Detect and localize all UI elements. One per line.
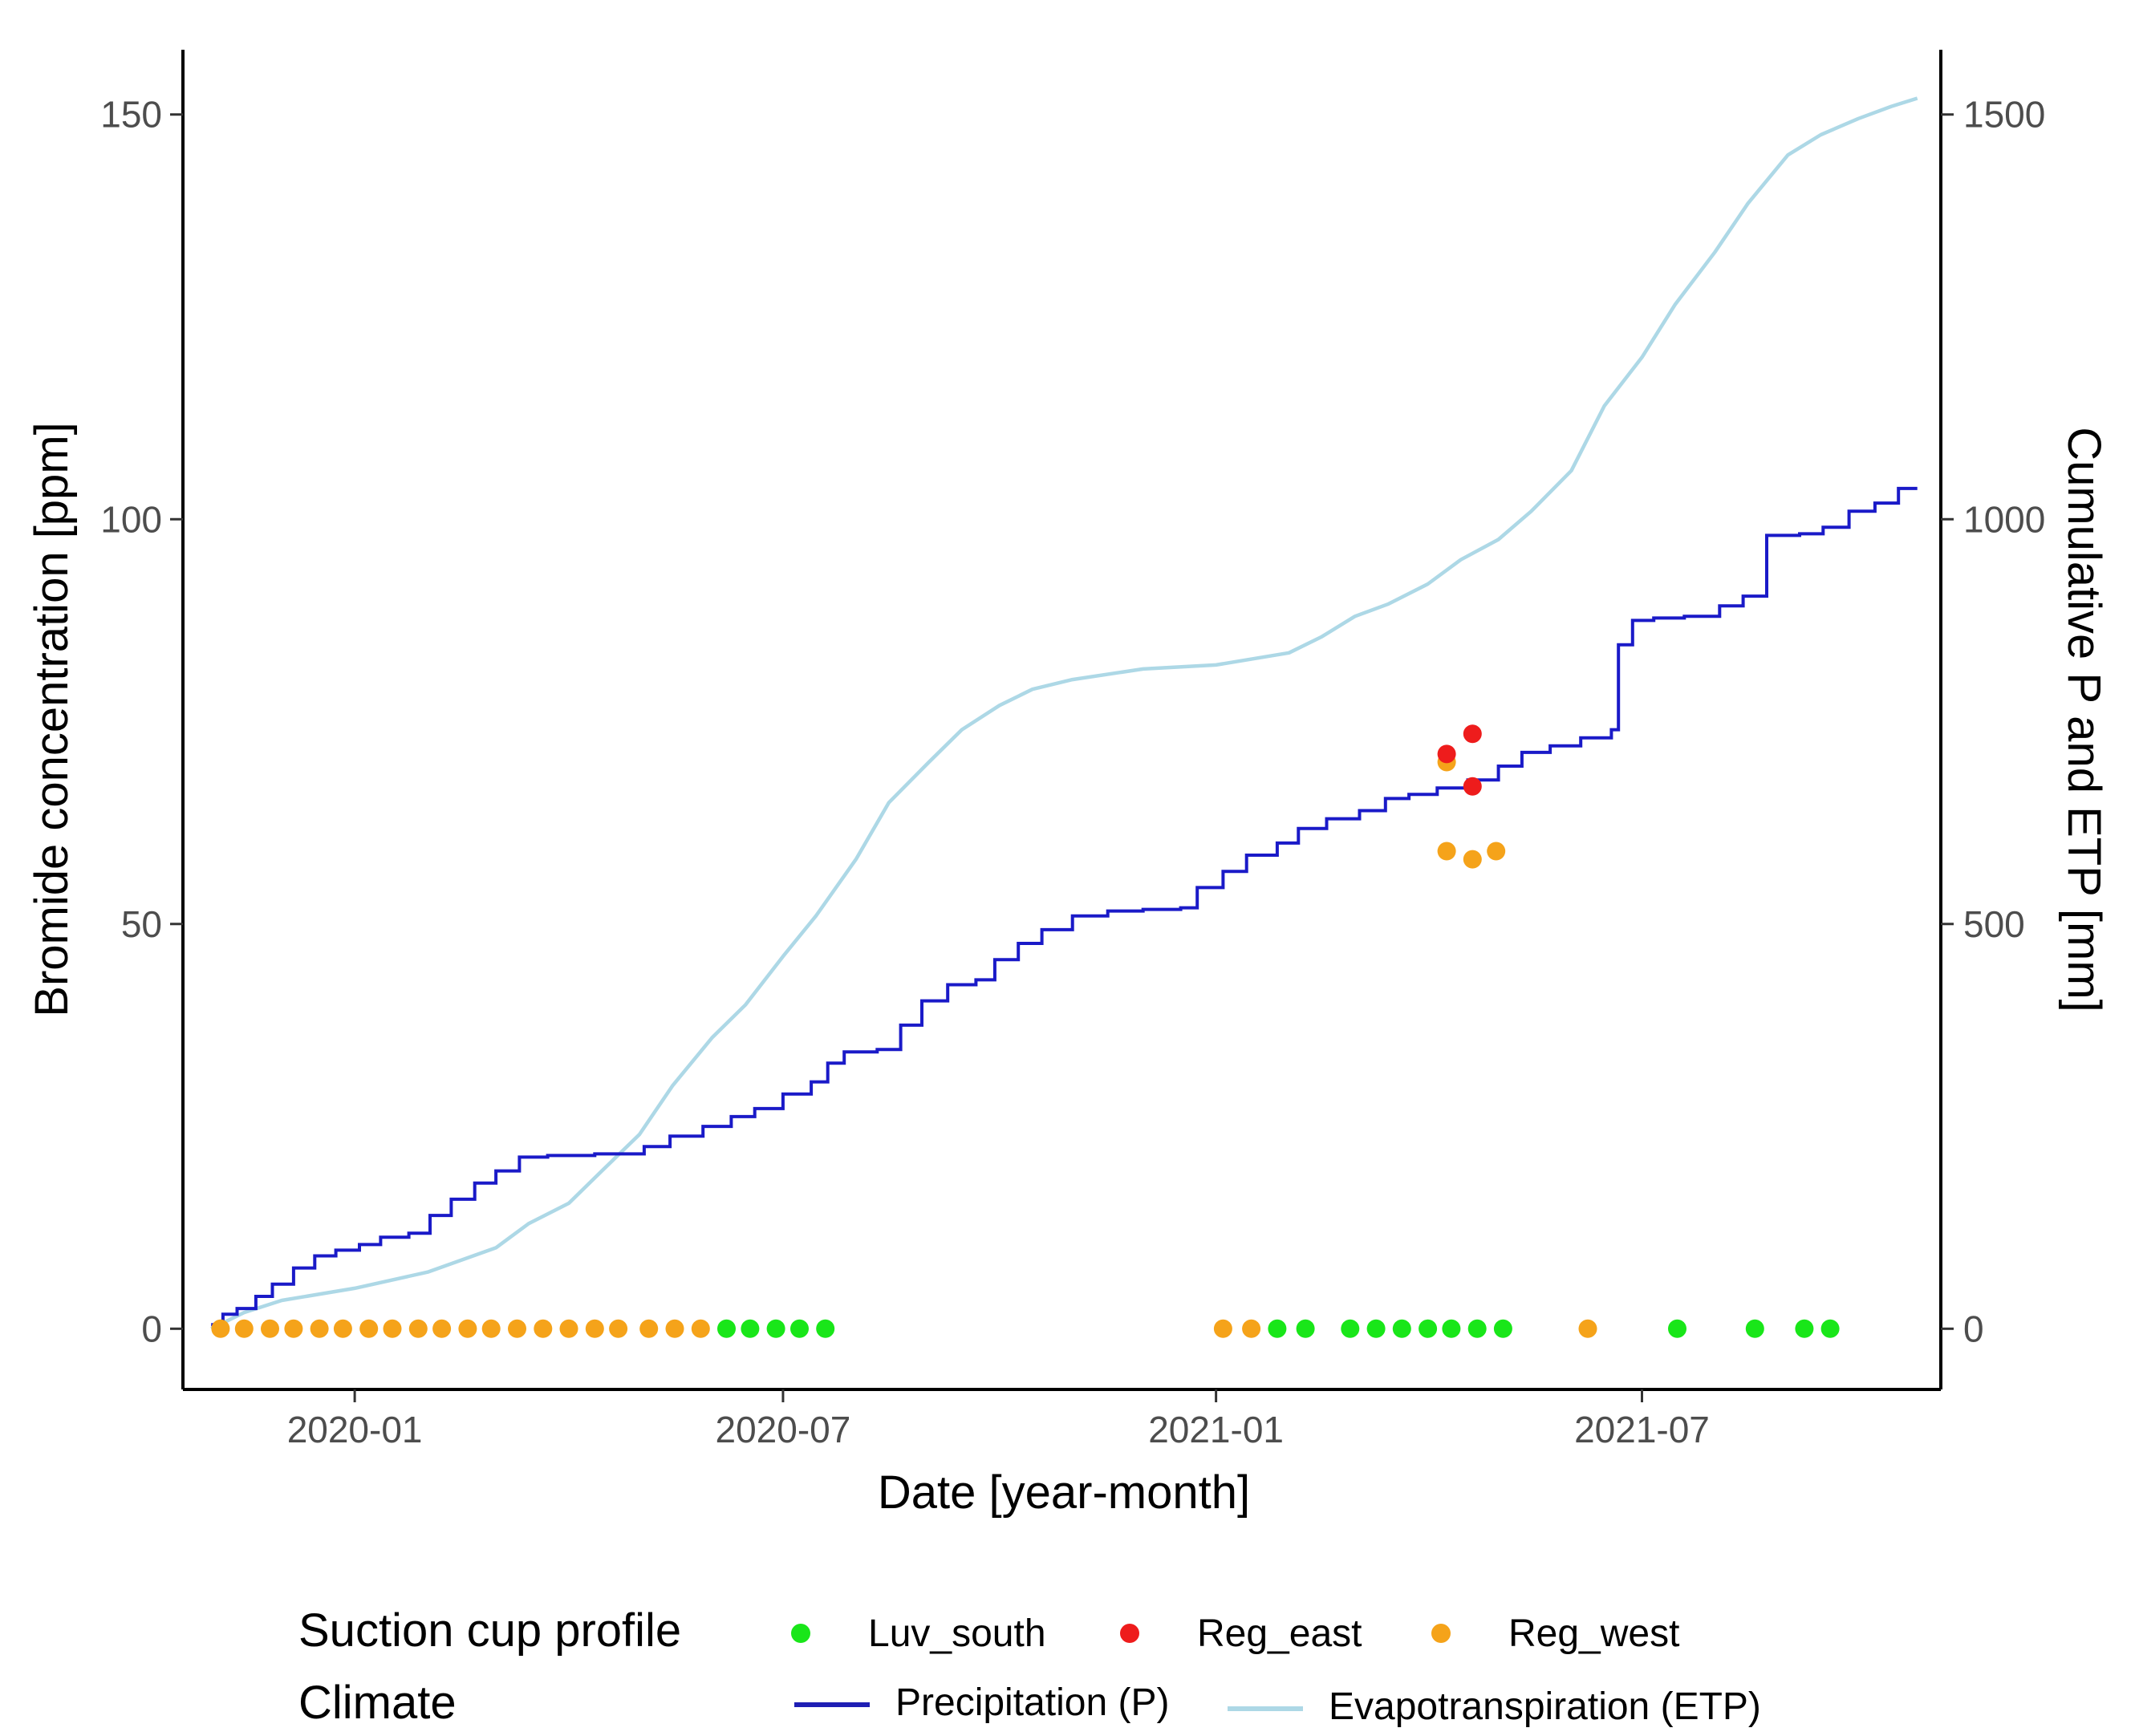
left-tick-label-3: 150 bbox=[100, 94, 162, 136]
legend-marker-reg-east bbox=[1120, 1624, 1139, 1643]
x-tick-label-1: 2020-07 bbox=[716, 1409, 851, 1450]
point-luv-south-12 bbox=[1467, 1319, 1487, 1338]
point-luv-south-9 bbox=[1392, 1319, 1411, 1338]
point-reg-west-7 bbox=[383, 1319, 402, 1338]
point-reg-west-25 bbox=[1463, 850, 1482, 869]
legend-points-title: Suction cup profile bbox=[298, 1604, 681, 1657]
point-luv-south-1 bbox=[741, 1319, 760, 1338]
point-reg-west-10 bbox=[458, 1319, 477, 1338]
left-y-axis-title: Bromide concentration [ppm] bbox=[26, 422, 78, 1016]
left-tick-label-2: 100 bbox=[100, 498, 162, 540]
point-reg-west-0 bbox=[211, 1319, 230, 1338]
x-axis-title: Date [year-month] bbox=[878, 1466, 1250, 1519]
point-reg-west-17 bbox=[639, 1319, 659, 1338]
right-tick-label-2: 1000 bbox=[1963, 498, 2045, 540]
point-reg-west-1 bbox=[234, 1319, 254, 1338]
point-luv-south-7 bbox=[1341, 1319, 1360, 1338]
point-reg-west-5 bbox=[333, 1319, 352, 1338]
point-luv-south-17 bbox=[1820, 1319, 1840, 1338]
etp-series-line bbox=[210, 96, 1918, 1331]
x-tick-label-3: 2021-07 bbox=[1574, 1409, 1710, 1450]
point-reg-west-15 bbox=[585, 1319, 604, 1338]
point-reg-east-2 bbox=[1463, 777, 1482, 796]
point-reg-west-13 bbox=[534, 1319, 553, 1338]
right-tick-label-3: 1500 bbox=[1963, 94, 2045, 136]
point-reg-west-16 bbox=[609, 1319, 628, 1338]
point-luv-south-10 bbox=[1419, 1319, 1438, 1338]
legend-label-etp: Evapotranspiration (ETP) bbox=[1329, 1685, 1761, 1728]
legend-label-reg-east: Reg_east bbox=[1197, 1612, 1362, 1655]
point-reg-west-21 bbox=[1242, 1319, 1261, 1338]
point-reg-west-3 bbox=[284, 1319, 303, 1338]
point-luv-south-5 bbox=[1268, 1319, 1287, 1338]
point-reg-west-19 bbox=[691, 1319, 710, 1338]
point-luv-south-8 bbox=[1366, 1319, 1386, 1338]
x-tick-label-2: 2021-01 bbox=[1148, 1409, 1284, 1450]
point-reg-west-2 bbox=[261, 1319, 279, 1338]
precipitation-series-line bbox=[211, 486, 1918, 1327]
point-reg-west-6 bbox=[359, 1319, 379, 1338]
point-reg-west-12 bbox=[508, 1319, 526, 1338]
point-reg-east-1 bbox=[1463, 724, 1482, 744]
x-tick-label-0: 2020-01 bbox=[287, 1409, 423, 1450]
point-luv-south-6 bbox=[1296, 1319, 1315, 1338]
point-reg-west-11 bbox=[481, 1319, 501, 1338]
scatter-points bbox=[211, 724, 1840, 1338]
legend-marker-luv-south bbox=[791, 1624, 810, 1643]
point-reg-west-20 bbox=[1213, 1319, 1232, 1338]
point-luv-south-3 bbox=[790, 1319, 809, 1338]
point-luv-south-16 bbox=[1795, 1319, 1814, 1338]
point-reg-west-4 bbox=[310, 1319, 329, 1338]
legend-marker-reg-west bbox=[1431, 1624, 1451, 1643]
point-luv-south-15 bbox=[1745, 1319, 1764, 1338]
point-luv-south-11 bbox=[1442, 1319, 1461, 1338]
right-y-axis-title: Cumulative P and ETP [mm] bbox=[2058, 427, 2110, 1012]
left-tick-label-1: 50 bbox=[121, 903, 162, 945]
right-tick-label-1: 500 bbox=[1963, 903, 2025, 945]
point-reg-west-9 bbox=[432, 1319, 452, 1338]
legend-label-luv-south: Luv_south bbox=[868, 1612, 1046, 1655]
legend-label-reg-west: Reg_west bbox=[1508, 1612, 1679, 1655]
point-reg-west-8 bbox=[408, 1319, 428, 1338]
point-luv-south-14 bbox=[1668, 1319, 1686, 1338]
legend-lines-title: Climate bbox=[298, 1677, 457, 1729]
point-luv-south-2 bbox=[766, 1319, 785, 1338]
point-luv-south-0 bbox=[717, 1319, 736, 1338]
point-reg-east-0 bbox=[1437, 744, 1456, 764]
point-reg-west-14 bbox=[559, 1319, 578, 1338]
point-reg-west-24 bbox=[1437, 842, 1456, 861]
point-reg-west-26 bbox=[1487, 842, 1506, 861]
legend-label-precipitation: Precipitation (P) bbox=[895, 1681, 1169, 1724]
point-reg-west-18 bbox=[665, 1319, 684, 1338]
right-tick-label-0: 0 bbox=[1963, 1308, 1984, 1349]
left-tick-label-0: 0 bbox=[141, 1308, 162, 1349]
point-luv-south-13 bbox=[1493, 1319, 1512, 1338]
point-luv-south-4 bbox=[816, 1319, 835, 1338]
point-reg-west-22 bbox=[1578, 1319, 1597, 1338]
legend: Suction cup profile Luv_south Reg_east R… bbox=[298, 1604, 1761, 1729]
